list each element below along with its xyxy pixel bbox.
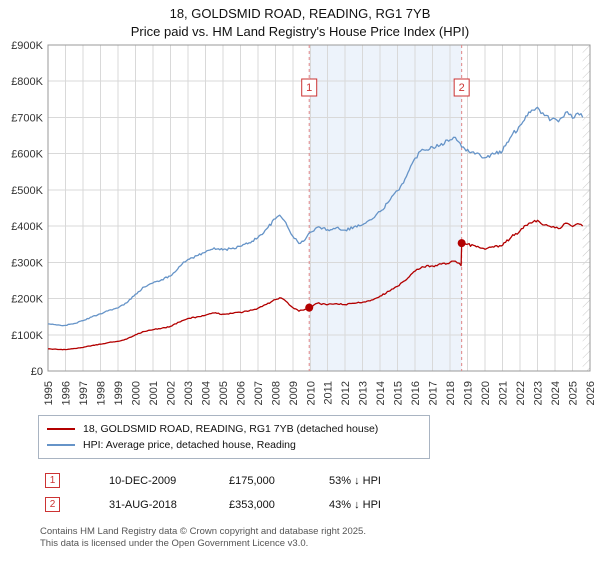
- transaction-2-price: £353,000: [229, 498, 275, 511]
- svg-text:2014: 2014: [375, 381, 387, 405]
- property-line-label: 18, GOLDSMID ROAD, READING, RG1 7YB (det…: [83, 423, 379, 435]
- page-title: 18, GOLDSMID ROAD, READING, RG1 7YB: [169, 6, 431, 21]
- svg-text:2026: 2026: [585, 381, 597, 405]
- svg-text:2: 2: [459, 82, 465, 94]
- svg-text:£800K: £800K: [11, 76, 43, 88]
- transaction-1-date: 10-DEC-2009: [109, 474, 177, 487]
- price-chart: 1 2 £0 £100K £200K £300K £400K £500K £600K £700K £…: [0, 41, 600, 413]
- svg-text:£900K: £900K: [11, 41, 43, 52]
- transaction-row-1: 1 10-DEC-2009 £175,000 53% ↓ HPI: [45, 473, 600, 488]
- svg-text:£0: £0: [31, 366, 43, 378]
- legend: 18, GOLDSMID ROAD, READING, RG1 7YB (det…: [38, 415, 430, 459]
- svg-text:2009: 2009: [288, 381, 300, 405]
- hpi-line-label: HPI: Average price, detached house, Read…: [83, 439, 296, 451]
- svg-text:2022: 2022: [515, 381, 527, 405]
- transactions-table: 1 10-DEC-2009 £175,000 53% ↓ HPI 2 31-AU…: [45, 473, 600, 512]
- svg-text:2015: 2015: [393, 381, 405, 405]
- transaction-2-badge: 2: [45, 497, 60, 512]
- transaction-2-date: 31-AUG-2018: [109, 498, 177, 511]
- transaction-2-hpi: 43% ↓ HPI: [329, 498, 381, 511]
- legend-item-hpi: HPI: Average price, detached house, Read…: [47, 437, 421, 453]
- svg-text:2017: 2017: [428, 381, 440, 405]
- svg-text:2013: 2013: [358, 381, 370, 405]
- svg-text:£100K: £100K: [11, 330, 43, 342]
- svg-text:2001: 2001: [148, 381, 160, 405]
- svg-text:2021: 2021: [498, 381, 510, 405]
- hpi-line-swatch: [47, 444, 75, 446]
- transaction-row-2: 2 31-AUG-2018 £353,000 43% ↓ HPI: [45, 497, 600, 512]
- svg-text:2019: 2019: [463, 381, 475, 405]
- transaction-1-badge: 1: [45, 473, 60, 488]
- svg-text:£300K: £300K: [11, 257, 43, 269]
- svg-text:£700K: £700K: [11, 112, 43, 124]
- property-line-swatch: [47, 428, 75, 430]
- license-note: Contains HM Land Registry data © Crown c…: [40, 526, 600, 550]
- svg-text:1995: 1995: [43, 381, 55, 405]
- transaction-1-price: £175,000: [229, 474, 275, 487]
- svg-text:2006: 2006: [235, 381, 247, 405]
- svg-text:2010: 2010: [305, 381, 317, 405]
- transaction-1-hpi: 53% ↓ HPI: [329, 474, 381, 487]
- price-chart-svg: 1 2 £0 £100K £200K £300K £400K £500K £600K £700K £…: [11, 41, 597, 405]
- svg-text:2016: 2016: [410, 381, 422, 405]
- license-line-2: This data is licensed under the Open Gov…: [40, 537, 309, 549]
- svg-text:1997: 1997: [78, 381, 90, 405]
- svg-text:1998: 1998: [95, 381, 107, 405]
- svg-text:2018: 2018: [445, 381, 457, 405]
- legend-item-property: 18, GOLDSMID ROAD, READING, RG1 7YB (det…: [47, 421, 421, 437]
- svg-text:1996: 1996: [60, 381, 72, 405]
- svg-text:2004: 2004: [200, 381, 212, 405]
- svg-text:2005: 2005: [218, 381, 230, 405]
- svg-text:£400K: £400K: [11, 221, 43, 233]
- svg-text:1: 1: [306, 82, 312, 94]
- svg-text:2003: 2003: [183, 381, 195, 405]
- svg-text:2007: 2007: [253, 381, 265, 405]
- svg-text:2024: 2024: [550, 381, 562, 405]
- svg-text:2025: 2025: [568, 381, 580, 405]
- svg-text:£200K: £200K: [11, 294, 43, 306]
- page-subtitle: Price paid vs. HM Land Registry's House …: [130, 24, 470, 39]
- svg-text:2011: 2011: [323, 381, 335, 405]
- svg-text:£600K: £600K: [11, 149, 43, 161]
- license-line-1: Contains HM Land Registry data © Crown c…: [40, 526, 366, 537]
- svg-text:1999: 1999: [113, 381, 125, 405]
- svg-text:2020: 2020: [480, 381, 492, 405]
- svg-text:2012: 2012: [340, 381, 352, 405]
- svg-text:2000: 2000: [130, 381, 142, 405]
- svg-text:2023: 2023: [533, 381, 545, 405]
- svg-text:2008: 2008: [270, 381, 282, 405]
- svg-text:2002: 2002: [165, 381, 177, 405]
- svg-text:£500K: £500K: [11, 185, 43, 197]
